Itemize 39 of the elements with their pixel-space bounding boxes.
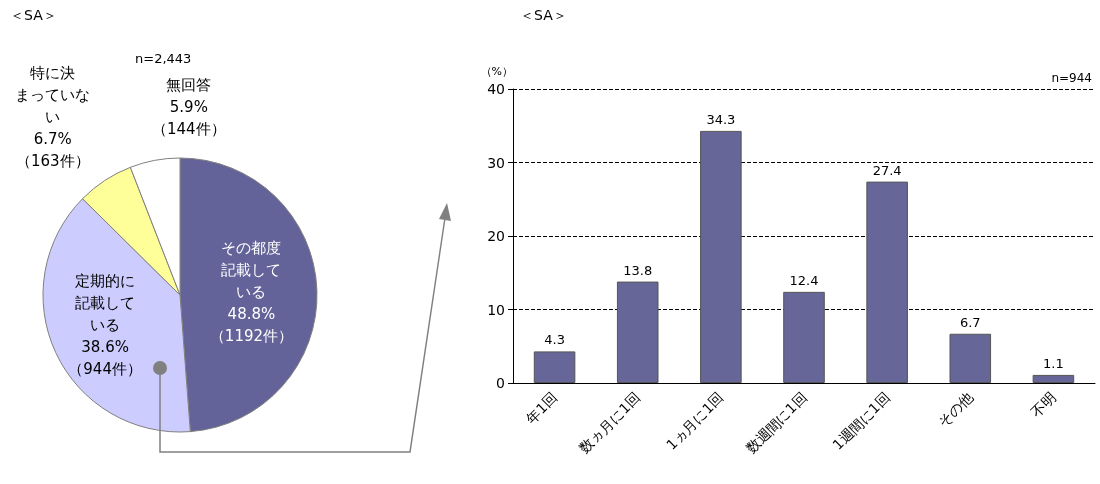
text: n=944 bbox=[1051, 71, 1093, 85]
data-label: 12.4 bbox=[789, 272, 819, 288]
data-label: 5.9% （144件） bbox=[152, 97, 226, 138]
bar bbox=[866, 181, 908, 383]
x-tick-label: その他 bbox=[934, 389, 976, 431]
x-tick-label: 年1回 bbox=[522, 389, 561, 427]
x-tick-label: 数週間に1回 bbox=[742, 389, 810, 457]
y-axis-title: （%） bbox=[480, 65, 513, 78]
data-label: 48.8% （1192件） bbox=[209, 305, 294, 346]
data-label: 4.3 bbox=[544, 332, 565, 348]
bar bbox=[783, 291, 825, 383]
chart-title: ＜SA＞ bbox=[520, 7, 567, 23]
x-tick-label: 不明 bbox=[1027, 389, 1060, 421]
data-label: 38.6% （944件） bbox=[68, 338, 142, 379]
bar bbox=[700, 130, 742, 383]
x-tick-label: 1週間に1回 bbox=[829, 389, 893, 453]
y-tick-label: 10 bbox=[487, 301, 505, 318]
bar bbox=[533, 351, 576, 383]
chart-title: ＜SA＞ bbox=[10, 7, 57, 23]
bar bbox=[616, 281, 659, 383]
x-tick-label: 1ヵ月に1回 bbox=[663, 389, 727, 453]
slice-label: その都度記載している bbox=[221, 239, 282, 302]
bar bbox=[1032, 374, 1075, 383]
data-label: 1.1 bbox=[1043, 355, 1064, 371]
bar bbox=[949, 333, 992, 383]
data-label: 6.7 bbox=[959, 314, 981, 330]
data-label: 6.7% （163件） bbox=[15, 130, 90, 171]
data-label: 13.8 bbox=[623, 262, 653, 278]
text: n=2,443 bbox=[135, 51, 192, 66]
slice-label: 無回答 bbox=[166, 75, 212, 94]
y-tick-label: 40 bbox=[487, 81, 505, 97]
y-tick-label: 30 bbox=[487, 154, 505, 171]
slice-label: 定期的に記載している bbox=[75, 272, 136, 335]
y-tick-label: 0 bbox=[496, 375, 505, 391]
data-label: 27.4 bbox=[872, 162, 902, 178]
slice-label: 特に決まっていない bbox=[15, 64, 91, 127]
x-tick-label: 数ヵ月に1回 bbox=[576, 389, 644, 457]
data-label: 34.3 bbox=[706, 111, 736, 127]
y-tick-label: 20 bbox=[487, 228, 505, 244]
